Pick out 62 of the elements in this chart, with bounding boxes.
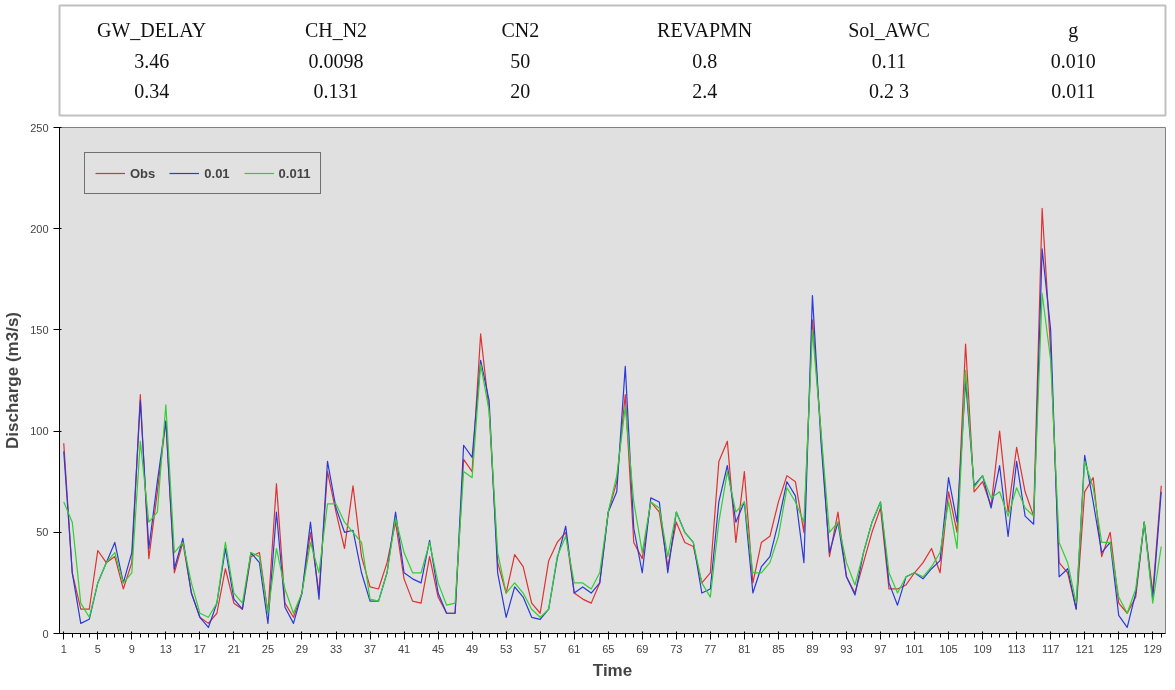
x-tick-label: 85 xyxy=(772,642,785,655)
x-tick-label: 117 xyxy=(1041,642,1060,655)
text: 0.0098 xyxy=(308,49,364,72)
category-label: GW_DELAY xyxy=(97,18,207,41)
x-axis-title: Time xyxy=(592,660,633,680)
x-tick-label: 125 xyxy=(1109,642,1128,655)
text: 20 xyxy=(510,80,531,103)
y-tick-label: 150 xyxy=(30,323,49,336)
text: 0.34 xyxy=(134,80,170,103)
category-label: REVAPMN xyxy=(657,18,753,41)
legend-label: 0.011 xyxy=(278,165,311,181)
x-tick-label: 65 xyxy=(602,642,615,655)
x-tick-label: 97 xyxy=(874,642,887,655)
legend-label: 0.01 xyxy=(204,165,230,181)
x-tick-label: 41 xyxy=(397,642,411,655)
x-tick-label: 61 xyxy=(568,642,581,655)
legend-label: Obs xyxy=(130,165,156,181)
text: 0.011 xyxy=(1051,80,1096,103)
text: 50 xyxy=(510,49,531,72)
category-label: CN2 xyxy=(501,18,540,41)
x-tick-label: 77 xyxy=(704,642,717,655)
x-tick-label: 13 xyxy=(159,642,172,655)
x-tick-label: 73 xyxy=(670,642,683,655)
y-tick-label: 250 xyxy=(30,121,49,134)
x-tick-label: 25 xyxy=(261,642,275,655)
category-label: Sol_AWC xyxy=(848,18,930,41)
x-tick-label: 49 xyxy=(466,642,479,655)
y-tick-label: 100 xyxy=(30,425,49,438)
y-tick-label: 50 xyxy=(36,526,49,539)
x-tick-label: 69 xyxy=(636,642,649,655)
x-tick-label: 101 xyxy=(905,642,924,655)
x-tick-label: 93 xyxy=(840,642,853,655)
x-tick-label: 29 xyxy=(295,642,309,655)
text: 0.8 xyxy=(692,49,718,72)
x-tick-label: 105 xyxy=(939,642,958,655)
x-tick-label: 129 xyxy=(1143,642,1162,655)
text: 0.11 xyxy=(871,49,907,72)
text: 2.4 xyxy=(692,80,718,103)
category-label: g xyxy=(1068,18,1079,42)
x-tick-label: 33 xyxy=(329,642,343,655)
x-tick-label: 37 xyxy=(363,642,377,655)
x-tick-label: 9 xyxy=(128,642,135,655)
x-tick-label: 1 xyxy=(60,642,67,655)
y-tick-label: 0 xyxy=(42,627,49,640)
x-tick-label: 121 xyxy=(1075,642,1094,655)
y-axis-title: Discharge (m3/s) xyxy=(3,312,23,449)
x-tick-label: 113 xyxy=(1007,642,1026,655)
y-tick-label: 200 xyxy=(30,222,49,235)
category-label: CH_N2 xyxy=(304,18,368,41)
x-tick-label: 89 xyxy=(806,642,819,655)
x-tick-label: 109 xyxy=(973,642,992,655)
x-tick-label: 5 xyxy=(94,642,101,655)
text: 3.46 xyxy=(134,49,170,72)
text: 0.2 3 xyxy=(869,80,909,103)
x-tick-label: 17 xyxy=(193,642,207,655)
text: 0.010 xyxy=(1050,49,1096,72)
x-tick-label: 53 xyxy=(500,642,513,655)
x-tick-label: 57 xyxy=(534,642,547,655)
x-tick-label: 45 xyxy=(431,642,445,655)
x-tick-label: 21 xyxy=(227,642,241,655)
text: 0.131 xyxy=(313,80,359,103)
x-tick-label: 81 xyxy=(738,642,751,655)
